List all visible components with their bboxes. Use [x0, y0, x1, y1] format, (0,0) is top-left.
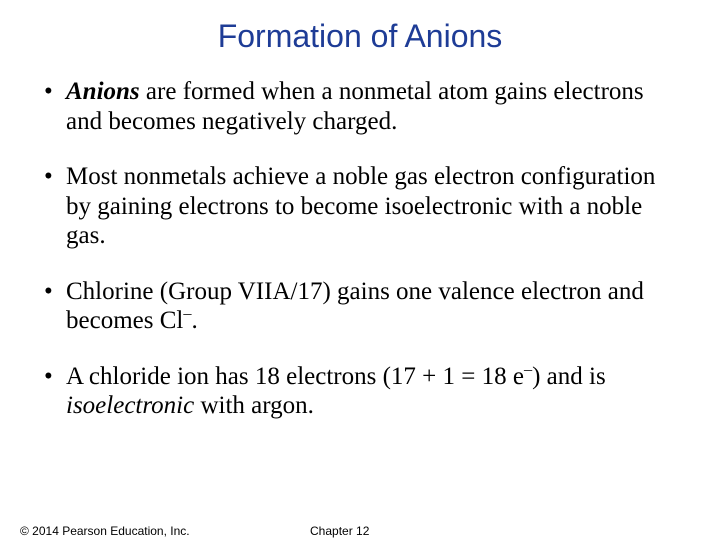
superscript: – — [524, 360, 532, 378]
bullet-text: with argon. — [194, 392, 314, 419]
emphasis-text: Anions — [66, 78, 140, 105]
bullet-list: Anions are formed when a nonmetal atom g… — [38, 77, 682, 421]
bullet-text: Chlorine (Group VIIA/17) gains one valen… — [66, 278, 644, 335]
bullet-item: A chloride ion has 18 electrons (17 + 1 … — [44, 362, 682, 421]
bullet-text: Most nonmetals achieve a noble gas elect… — [66, 163, 655, 249]
slide-container: Formation of Anions Anions are formed wh… — [0, 0, 720, 540]
bullet-text: ) and is — [532, 363, 606, 390]
bullet-text: A chloride ion has 18 electrons (17 + 1 … — [66, 363, 524, 390]
copyright-text: © 2014 Pearson Education, Inc. — [20, 524, 190, 538]
bullet-text: are formed when a nonmetal atom gains el… — [66, 78, 644, 135]
chapter-text: Chapter 12 — [310, 524, 369, 538]
bullet-item: Anions are formed when a nonmetal atom g… — [44, 77, 682, 136]
bullet-text: . — [191, 307, 197, 334]
italic-text: isoelectronic — [66, 392, 194, 419]
bullet-item: Chlorine (Group VIIA/17) gains one valen… — [44, 277, 682, 336]
bullet-item: Most nonmetals achieve a noble gas elect… — [44, 162, 682, 251]
slide-title: Formation of Anions — [38, 18, 682, 55]
